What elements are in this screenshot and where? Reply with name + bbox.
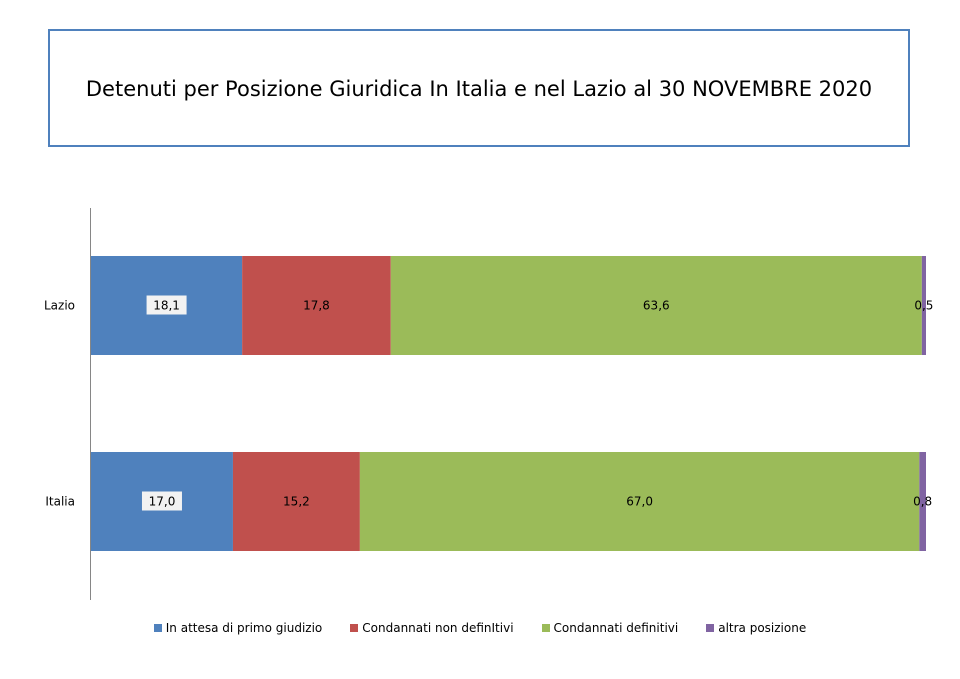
data-label-lazio-2: 63,6 (643, 299, 670, 313)
legend-item-0: In attesa di primo giudizio (153, 621, 323, 635)
legend-label: In attesa di primo giudizio (165, 621, 323, 635)
legend-swatch (541, 624, 550, 632)
legend-item-1: Condannati non definItivi (350, 621, 514, 635)
data-label-lazio-0: 18,1 (153, 299, 180, 313)
data-label-italia-3: 0,8 (913, 495, 932, 509)
category-label-lazio: Lazio (44, 299, 75, 313)
data-label-lazio-1: 17,8 (303, 299, 330, 313)
data-label-italia-2: 67,0 (626, 495, 653, 509)
bar-segment-italia-3 (919, 452, 926, 551)
legend-label: altra posizione (718, 621, 807, 635)
data-label-lazio-3: 0,5 (914, 299, 933, 313)
data-label-bg (141, 491, 182, 511)
data-label-italia-1: 15,2 (283, 495, 310, 509)
bar-segment-lazio-1 (242, 256, 391, 355)
data-label-italia-0: 17,0 (149, 495, 176, 509)
chart-title: Detenuti per Posizione Giuridica In Ital… (85, 77, 873, 101)
legend-label: Condannati definitivi (553, 621, 679, 635)
chart-title-box: Detenuti per Posizione Giuridica In Ital… (48, 29, 910, 147)
bar-segment-italia-1 (232, 452, 360, 551)
legend-label: Condannati non definItivi (362, 621, 514, 635)
legend-item-2: Condannati definitivi (541, 621, 679, 635)
chart-legend: In attesa di primo giudizio Condannati no… (0, 618, 960, 638)
legend-swatch (350, 624, 359, 632)
legend-swatch (706, 624, 715, 632)
bar-segment-italia-2 (359, 452, 920, 551)
bar-segment-lazio-2 (390, 256, 922, 355)
category-label-italia: Italia (45, 495, 75, 509)
legend-item-3: altra posizione (706, 621, 806, 635)
data-label-bg (146, 295, 187, 315)
legend-swatch (153, 624, 162, 632)
bar-segment-lazio-3 (921, 256, 926, 355)
